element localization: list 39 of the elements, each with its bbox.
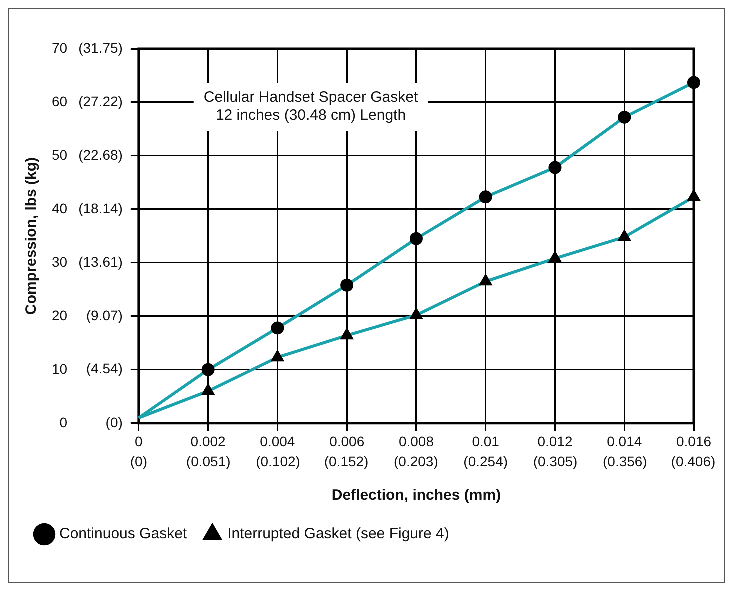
x2-tick-label: (0.254) <box>464 453 508 470</box>
x-tick-label: 0.01 <box>472 434 500 450</box>
x2-tick-label: (0.152) <box>324 453 369 470</box>
x2-tick-label: (0.051) <box>186 453 231 470</box>
legend-label: Interrupted Gasket (see Figure 4) <box>228 526 450 543</box>
y2-tick-label: (31.75) <box>78 40 123 56</box>
y2-tick-label: (13.61) <box>78 254 123 270</box>
x-tick-label: 0 <box>135 434 144 450</box>
y-tick-label: 40 <box>52 200 68 216</box>
y-tick-label: 10 <box>52 360 68 377</box>
y-axis-title: Compression, lbs (kg) <box>23 157 40 315</box>
y2-tick-label: (22.68) <box>78 146 123 163</box>
x2-tick-label: (0.305) <box>533 453 578 470</box>
x-tick-label: 0.008 <box>398 434 434 450</box>
x-tick-label: 0.012 <box>538 434 573 450</box>
x2-tick-label: (0.102) <box>256 453 300 470</box>
x-tick-label: 0.004 <box>260 434 296 450</box>
legend-label: Continuous Gasket <box>60 526 188 543</box>
y-tick-label: 50 <box>52 146 68 163</box>
y2-tick-label: (9.07) <box>86 307 123 324</box>
x-axis-title: Deflection, inches (mm) <box>332 487 502 504</box>
x-tick-label: 0.006 <box>330 434 365 450</box>
y-tick-label: 70 <box>52 40 68 56</box>
y2-tick-label: (18.14) <box>78 200 123 216</box>
y-tick-label: 20 <box>52 307 68 324</box>
x2-tick-label: (0.203) <box>394 453 438 470</box>
y2-tick-label: (0) <box>106 414 123 430</box>
y-tick-label: 30 <box>52 254 68 270</box>
x-tick-label: 0.016 <box>676 434 712 450</box>
x-tick-label: 0.014 <box>607 434 642 450</box>
x2-tick-label: (0.356) <box>602 453 648 470</box>
y-tick-label: 60 <box>52 93 68 110</box>
x2-tick-label: (0) <box>130 453 148 470</box>
y-tick-label: 0 <box>60 414 68 430</box>
x2-tick-label: (0.406) <box>671 453 716 470</box>
y2-tick-label: (4.54) <box>86 360 123 377</box>
annotation: Cellular Handset Spacer Gasket 12 inches (30.48 cm) Length <box>204 89 419 124</box>
y2-tick-label: (27.22) <box>78 93 123 110</box>
x-tick-label: 0.002 <box>190 434 226 450</box>
